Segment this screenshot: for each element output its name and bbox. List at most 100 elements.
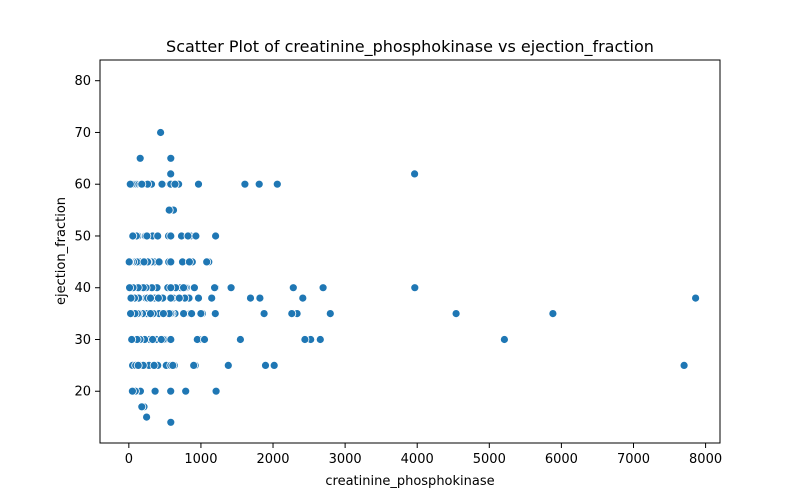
data-point: [179, 309, 189, 319]
data-point: [183, 231, 193, 241]
data-point: [146, 309, 155, 319]
data-point: [156, 128, 166, 137]
data-point: [288, 283, 298, 293]
data-point: [184, 257, 194, 267]
data-point: [240, 179, 250, 189]
data-point: [164, 205, 174, 215]
y-tick-label: 40: [74, 281, 91, 296]
data-point: [133, 360, 143, 370]
data-point: [126, 293, 136, 303]
y-axis-label: ejection_fraction: [54, 197, 69, 305]
data-point: [181, 386, 191, 396]
data-point: [194, 179, 203, 189]
data-point: [226, 283, 236, 293]
data-point: [166, 335, 176, 344]
y-tick-label: 70: [74, 126, 91, 141]
data-point: [153, 231, 163, 241]
data-point: [202, 257, 212, 267]
data-point: [210, 283, 220, 293]
data-point: [125, 179, 135, 189]
y-tick-label: 60: [74, 178, 91, 193]
data-point: [146, 293, 155, 303]
data-point: [315, 335, 325, 344]
data-point: [149, 360, 159, 370]
data-point: [191, 231, 201, 241]
data-point: [128, 231, 138, 241]
x-tick-label: 8000: [689, 452, 722, 467]
y-tick-label: 50: [74, 229, 91, 244]
data-point: [196, 309, 206, 319]
x-tick-label: 2000: [256, 452, 289, 467]
data-point: [194, 293, 203, 303]
data-point: [135, 153, 145, 163]
plot-area: [124, 128, 700, 427]
data-point: [166, 386, 176, 396]
x-axis-label: creatinine_phosphokinase: [325, 474, 494, 489]
data-point: [211, 231, 221, 241]
data-point: [142, 231, 152, 241]
data-point: [211, 386, 221, 396]
data-point: [174, 293, 184, 303]
data-point: [679, 360, 689, 370]
data-point: [691, 293, 700, 303]
data-point: [235, 335, 245, 344]
data-point: [200, 335, 209, 344]
data-point: [168, 360, 178, 370]
data-point: [179, 283, 189, 293]
data-point: [127, 335, 137, 344]
data-point: [166, 417, 176, 427]
data-point: [298, 293, 308, 303]
data-point: [137, 402, 147, 412]
data-point: [223, 360, 233, 370]
data-point: [166, 231, 176, 241]
y-tick-label: 80: [74, 74, 91, 89]
data-point: [166, 257, 176, 267]
data-point: [255, 293, 265, 303]
data-point: [166, 169, 176, 179]
data-point: [254, 179, 264, 189]
data-point: [150, 386, 160, 396]
data-point: [287, 309, 297, 319]
x-tick-label: 3000: [329, 452, 362, 467]
data-point: [499, 335, 509, 344]
y-tick-label: 20: [74, 385, 91, 400]
data-point: [259, 309, 269, 319]
data-point: [157, 179, 167, 189]
data-point: [125, 283, 135, 293]
data-point: [166, 153, 176, 163]
axes-frame: [99, 59, 721, 444]
data-point: [272, 179, 282, 189]
x-tick-label: 0: [125, 452, 133, 467]
data-point: [269, 360, 279, 370]
x-tick-label: 6000: [545, 452, 578, 467]
data-point: [189, 283, 199, 293]
data-point: [154, 257, 164, 267]
data-point: [137, 179, 147, 189]
data-point: [166, 293, 176, 303]
chart-title: Scatter Plot of creatinine_phosphokinase…: [166, 37, 654, 57]
data-point: [153, 293, 163, 303]
data-point: [189, 360, 199, 370]
data-point: [139, 257, 149, 267]
data-point: [142, 412, 152, 422]
data-point: [187, 309, 197, 319]
x-tick-label: 7000: [617, 452, 650, 467]
data-point: [325, 309, 335, 319]
data-point: [451, 309, 461, 319]
y-tick-label: 30: [74, 333, 91, 348]
data-point: [148, 335, 158, 344]
data-point: [210, 309, 220, 319]
data-point: [300, 335, 310, 344]
data-point: [207, 293, 217, 303]
data-point: [246, 293, 255, 303]
x-tick-label: 4000: [401, 452, 434, 467]
data-point: [170, 179, 180, 189]
data-point: [126, 309, 136, 319]
data-point: [318, 283, 328, 293]
data-point: [127, 386, 137, 396]
data-point: [410, 283, 420, 293]
data-point: [166, 283, 176, 293]
data-point: [410, 169, 420, 179]
